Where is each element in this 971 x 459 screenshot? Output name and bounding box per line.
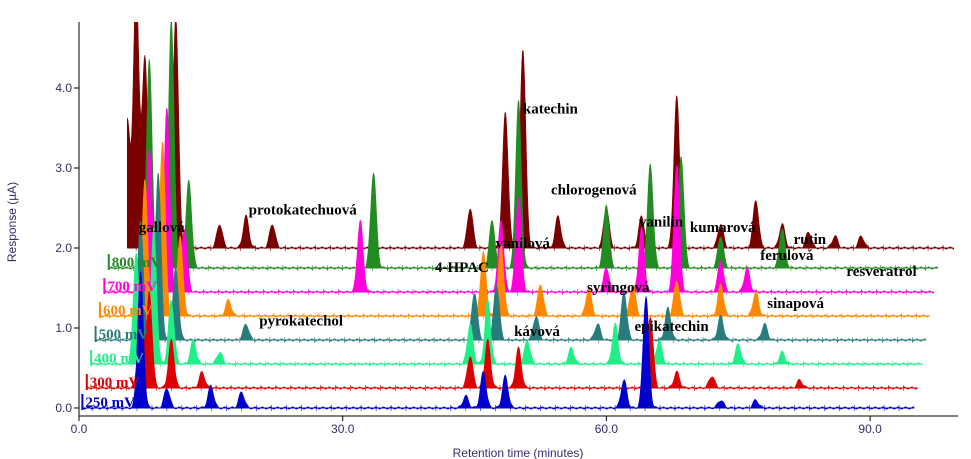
tick-layer: 0.0 30.0 60.0 90.0 0.0 1.0 2.0 3.0 4.0 xyxy=(55,81,882,436)
peak-label: protokatechuová xyxy=(249,202,358,218)
peak-label: 4-HPAC xyxy=(435,260,489,276)
trace-area xyxy=(109,22,939,270)
trace-label: 500 mV xyxy=(99,327,149,343)
peak-label: pyrokatechol xyxy=(259,314,343,330)
y-tick-label: 3.0 xyxy=(55,161,72,175)
peak-label: syringová xyxy=(587,280,650,296)
trace-250-mv xyxy=(81,271,915,411)
x-tick-label: 0.0 xyxy=(71,422,88,436)
peak-label: katechin xyxy=(523,102,579,118)
y-tick-label: 0.0 xyxy=(55,401,72,415)
y-tick-label: 2.0 xyxy=(55,241,72,255)
trace-label: 600 mV xyxy=(103,303,153,319)
trace-800-mv xyxy=(107,22,939,271)
trace-label: 700 mV xyxy=(107,279,157,295)
y-tick-label: 4.0 xyxy=(55,81,72,95)
y-tick-label: 1.0 xyxy=(55,321,72,335)
x-tick-label: 30.0 xyxy=(331,422,355,436)
peak-label: kumarová xyxy=(690,220,756,236)
peak-label: sinapová xyxy=(767,296,824,312)
peak-label: chlorogenová xyxy=(551,182,637,198)
trace-label: 250 mV xyxy=(85,395,135,411)
trace-label: 400 mV xyxy=(94,351,144,367)
annotation-layer: 800 mV 700 mV 600 mV 500 mV 400 mV 300 mV 250 … xyxy=(85,102,916,411)
peak-label: ferulová xyxy=(760,248,814,264)
trace-area xyxy=(96,172,927,342)
peak-label: kávová xyxy=(514,324,560,340)
trace-area xyxy=(105,107,935,294)
x-tick-label: 90.0 xyxy=(858,422,882,436)
trace-layer xyxy=(81,22,954,411)
trace-label: 300 mV xyxy=(90,375,140,391)
trace-label: 800 mV xyxy=(112,255,162,271)
peak-label: vanilová xyxy=(496,236,551,252)
y-axis-label: Response (µA) xyxy=(5,182,19,262)
x-tick-label: 60.0 xyxy=(595,422,619,436)
peak-label: epikatechin xyxy=(635,319,710,335)
peak-label: vanilin xyxy=(639,214,684,230)
trace-600-mv xyxy=(98,141,930,319)
peak-label: rutin xyxy=(794,232,827,248)
x-axis-label: Retention time (minutes) xyxy=(453,446,584,459)
trace-700-mv xyxy=(103,107,935,295)
peak-label: gallová xyxy=(139,220,185,236)
peak-label: resveratrol xyxy=(846,264,916,280)
trace-500-mv xyxy=(94,172,927,343)
trace-400-mv xyxy=(90,227,923,367)
